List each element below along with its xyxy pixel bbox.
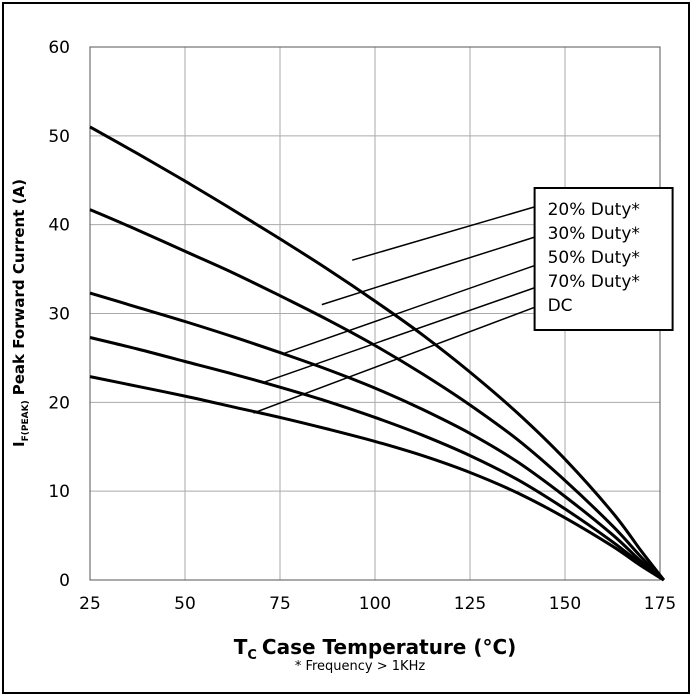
y-axis-subscript: F(PEAK) — [21, 400, 31, 441]
x-tick-label: 25 — [79, 594, 101, 614]
y-tick-label: 10 — [48, 482, 70, 502]
x-tick-label: 125 — [454, 594, 486, 614]
y-tick-label: 40 — [48, 216, 70, 236]
legend-label-50-duty: 50% Duty* — [548, 248, 640, 268]
leader-line-20-duty — [351, 206, 535, 261]
leader-line-dc — [253, 306, 535, 414]
y-tick-label: 20 — [48, 393, 70, 413]
legend-label-dc: DC — [548, 296, 573, 316]
x-tick-label: 50 — [174, 594, 196, 614]
series-line-30-duty — [89, 208, 665, 582]
series-line-70-duty — [89, 336, 665, 582]
legend-label-30-duty: 30% Duty* — [548, 224, 640, 244]
x-tick-label: 100 — [359, 594, 391, 614]
leader-line-50-duty — [283, 264, 535, 355]
y-tick-label: 50 — [48, 127, 70, 147]
y-axis-title: IF(PEAK) Peak Forward Current (A) — [10, 179, 31, 447]
y-axis-label-text: Peak Forward Current (A) — [10, 179, 28, 395]
legend-box — [533, 187, 674, 331]
x-tick-labels: 25 50 75 100 125 150 175 — [79, 594, 676, 614]
legend: 20% Duty* 30% Duty* 50% Duty* 70% Duty* DC — [533, 187, 674, 331]
y-axis-symbol: I — [10, 441, 28, 447]
x-tick-label: 175 — [644, 594, 676, 614]
series-curves — [89, 125, 665, 582]
y-tick-label: 0 — [59, 571, 70, 591]
series-line-20-duty — [89, 125, 665, 581]
leader-line-70-duty — [264, 287, 535, 383]
legend-label-20-duty: 20% Duty* — [548, 200, 640, 220]
legend-label-70-duty: 70% Duty* — [548, 272, 640, 292]
x-axis-symbol: T — [234, 635, 248, 659]
legend-leader-lines — [253, 206, 535, 414]
x-axis-label-text: Case Temperature (°C) — [262, 635, 516, 659]
series-line-50-duty — [89, 291, 665, 582]
x-axis-subscript: C — [247, 648, 257, 663]
series-line-dc — [89, 375, 665, 582]
y-tick-label: 60 — [48, 38, 70, 58]
grid — [89, 46, 661, 581]
y-tick-label: 30 — [48, 305, 70, 325]
leader-line-30-duty — [321, 236, 535, 306]
y-tick-labels: 0 10 20 30 40 50 60 — [48, 38, 70, 591]
x-axis-title: TC Case Temperature (°C) — [234, 635, 517, 663]
x-tick-label: 75 — [269, 594, 291, 614]
frequency-note: * Frequency > 1KHz — [295, 659, 426, 674]
x-tick-label: 150 — [549, 594, 581, 614]
